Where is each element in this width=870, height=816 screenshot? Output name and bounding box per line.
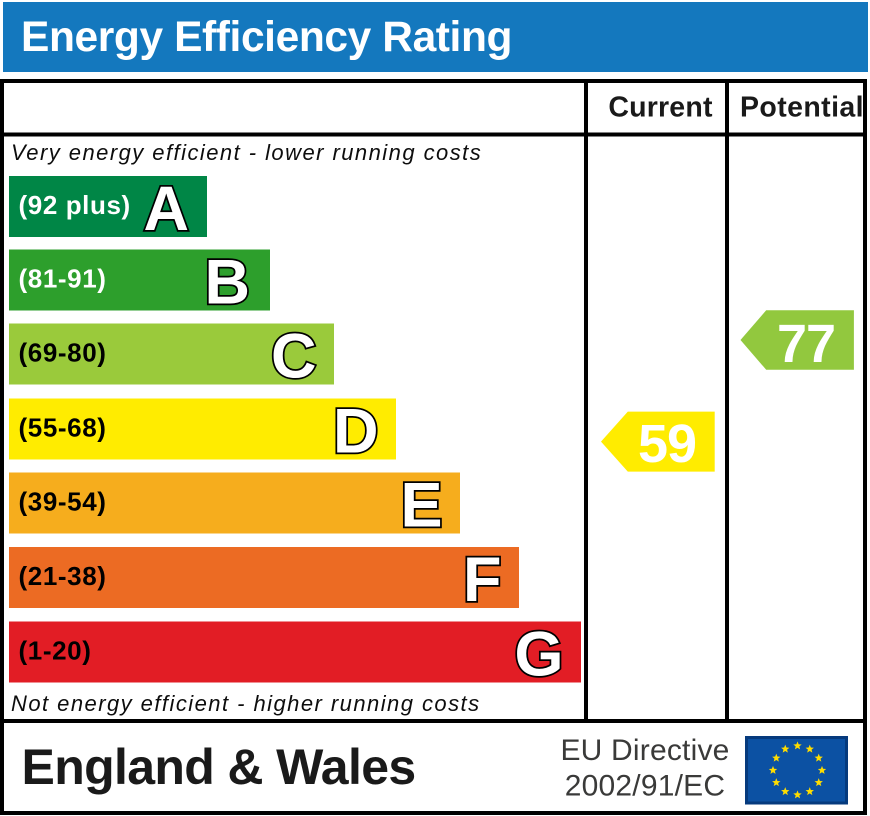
svg-text:59: 59	[638, 414, 696, 474]
svg-text:(1-20): (1-20)	[19, 636, 92, 666]
svg-text:B: B	[205, 247, 251, 317]
svg-text:A: A	[144, 174, 190, 244]
svg-text:Current: Current	[608, 92, 713, 124]
svg-text:Energy Efficiency Rating: Energy Efficiency Rating	[21, 14, 512, 61]
svg-text:(39-54): (39-54)	[19, 487, 107, 517]
svg-text:Potential: Potential	[740, 92, 864, 124]
svg-text:(21-38): (21-38)	[19, 561, 107, 591]
svg-text:(69-80): (69-80)	[19, 338, 107, 368]
svg-text:D: D	[333, 396, 379, 466]
svg-text:England & Wales: England & Wales	[22, 739, 416, 795]
svg-text:E: E	[400, 470, 442, 540]
svg-text:(81-91): (81-91)	[19, 264, 107, 294]
svg-text:G: G	[514, 619, 563, 689]
svg-text:F: F	[463, 545, 501, 615]
svg-text:Very energy efficient - lower: Very energy efficient - lower running co…	[11, 140, 482, 165]
svg-text:77: 77	[777, 314, 835, 374]
svg-text:EU Directive: EU Directive	[560, 734, 729, 767]
svg-text:2002/91/EC: 2002/91/EC	[565, 770, 725, 803]
svg-text:Not energy efficient - higher: Not energy efficient - higher running co…	[11, 691, 481, 716]
svg-text:(92 plus): (92 plus)	[19, 190, 131, 220]
svg-text:C: C	[271, 321, 317, 391]
svg-text:(55-68): (55-68)	[19, 413, 107, 443]
